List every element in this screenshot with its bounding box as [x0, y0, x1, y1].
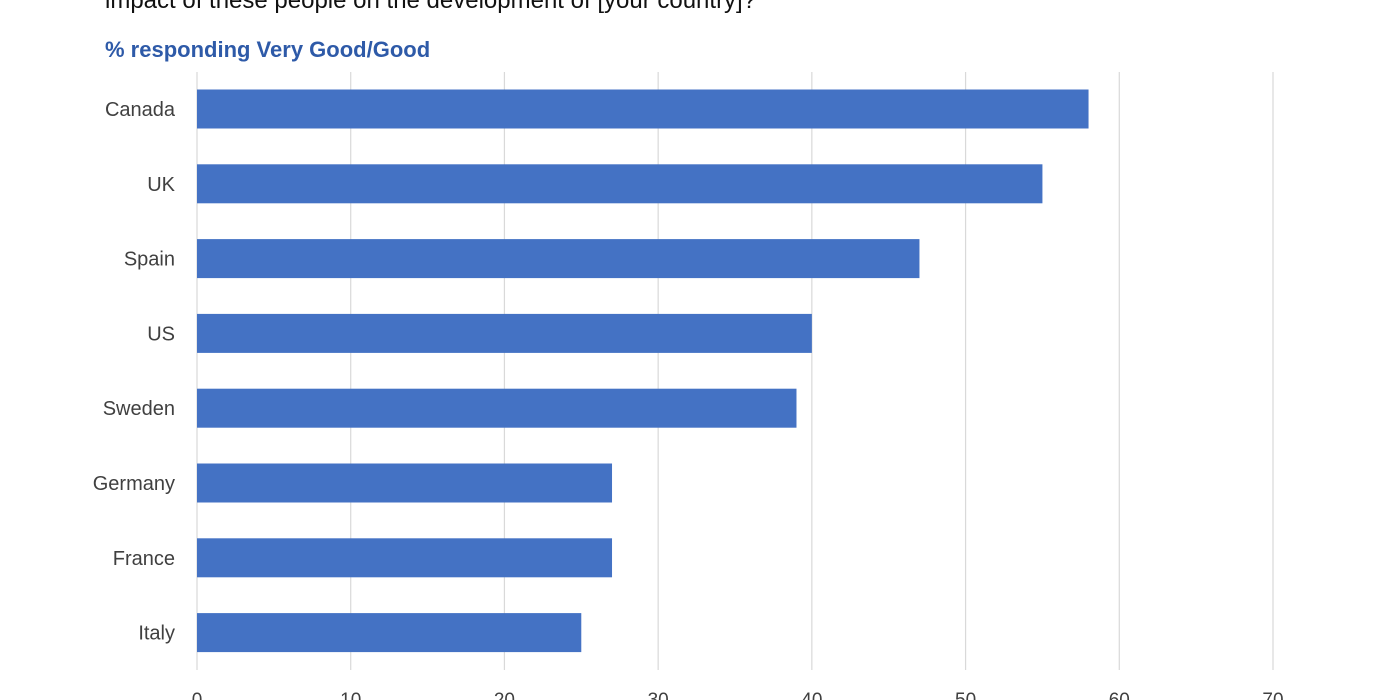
category-label: Canada — [105, 99, 176, 121]
category-label: Germany — [93, 473, 175, 495]
bar-germany — [197, 463, 613, 503]
x-tick-label: 60 — [1109, 690, 1130, 700]
x-tick-label: 30 — [648, 690, 669, 700]
x-tick-label: 0 — [192, 690, 203, 700]
category-label: US — [147, 323, 175, 345]
bar-spain — [197, 239, 920, 279]
category-label: France — [113, 548, 175, 570]
x-tick-label: 10 — [340, 690, 361, 700]
bar-france — [197, 538, 613, 578]
bar-canada — [197, 89, 1089, 129]
category-label: Spain — [124, 249, 175, 271]
category-labels: Canada UK Spain US Sweden Germany France Italy — [93, 99, 176, 645]
bars — [197, 89, 1089, 653]
x-tick-label: 40 — [801, 690, 822, 700]
x-tick-label: 70 — [1262, 690, 1283, 700]
category-label: Sweden — [103, 398, 175, 420]
chart-subtitle: % responding Very Good/Good — [105, 37, 430, 62]
bar-us — [197, 313, 812, 353]
bar-italy — [197, 613, 582, 653]
bar-uk — [197, 164, 1043, 204]
gridlines — [196, 72, 1274, 670]
bar-sweden — [197, 388, 797, 428]
category-label: UK — [147, 174, 175, 196]
x-tick-label: 20 — [494, 690, 515, 700]
x-axis-ticks: 0 10 20 30 40 50 60 70 — [192, 690, 1284, 700]
category-label: Italy — [138, 623, 175, 645]
chart-title: impact of these people on the developmen… — [105, 0, 756, 14]
x-tick-label: 50 — [955, 690, 976, 700]
